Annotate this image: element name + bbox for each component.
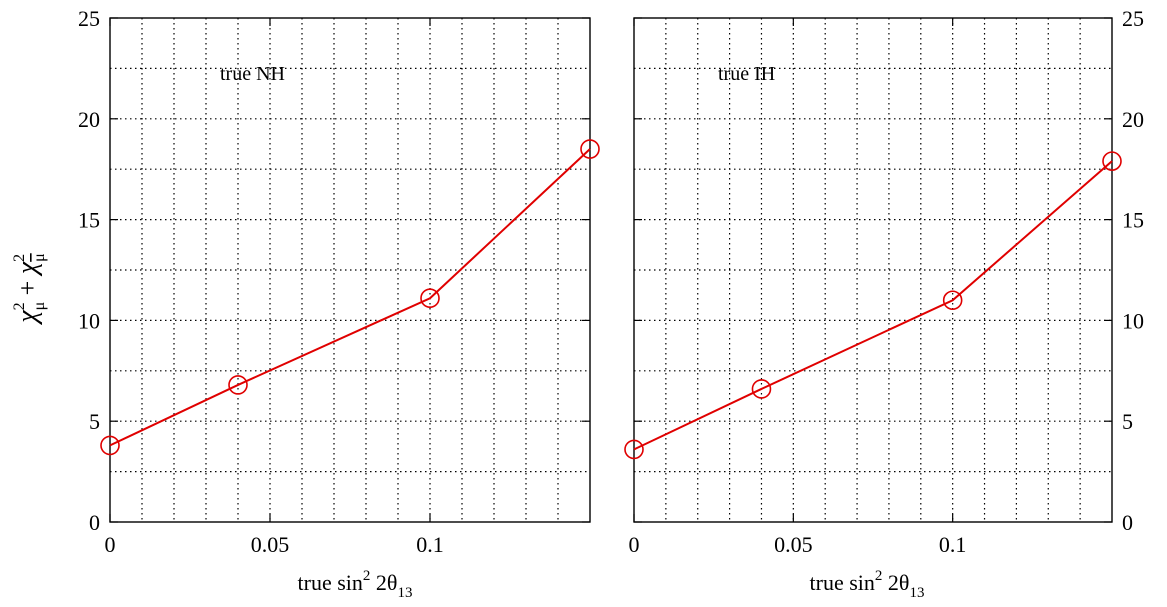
y-tick-label: 20 (1122, 107, 1144, 132)
data-point (942, 290, 963, 311)
tick-labels: 0 0.05 0.1 0 5 10 15 20 25 (78, 6, 444, 557)
plot-frame (109, 17, 591, 523)
data-point (420, 288, 440, 309)
x-axis-title: true sin2 2θ13 (298, 568, 413, 601)
y-tick-label: 25 (1122, 6, 1144, 31)
panel-label: true NH (220, 63, 285, 85)
series-layer (624, 151, 1122, 460)
series-line (633, 160, 1113, 451)
data-point (228, 375, 248, 395)
data-point (100, 435, 120, 456)
y-tick-label: 15 (78, 208, 100, 233)
y-axis-title-group: χ2 μ + χ2 μ (11, 253, 48, 325)
panel-true-ih: 0 0.05 0.1 0 5 10 15 20 25 true IH true sin2 2θ1… (624, 6, 1145, 601)
panel-true-nh: 0 0.05 0.1 0 5 10 15 20 25 true NH true sin2 2θ1… (78, 6, 600, 601)
y-tick-label: 10 (1122, 308, 1144, 333)
plot-frame (633, 17, 1113, 523)
x-tick-label: 0 (629, 532, 640, 557)
tick-labels: 0 0.05 0.1 0 5 10 15 20 25 (629, 6, 1145, 557)
y-tick-label: 5 (1122, 409, 1133, 434)
data-point (580, 139, 600, 159)
data-point (1102, 151, 1122, 171)
y-tick-label: 0 (1122, 510, 1133, 535)
y-tick-label: 5 (89, 409, 100, 434)
y-tick-label: 20 (78, 107, 100, 132)
grid-lines (110, 18, 590, 522)
y-tick-label: 15 (1122, 208, 1144, 233)
panel-label: true IH (718, 63, 775, 85)
x-tick-label: 0.1 (939, 532, 967, 557)
y-tick-label: 25 (78, 6, 100, 31)
x-tick-label: 0.1 (416, 532, 444, 557)
x-tick-label: 0.05 (774, 532, 813, 557)
x-tick-label: 0 (105, 532, 116, 557)
x-axis-title: true sin2 2θ13 (810, 568, 925, 601)
grid-lines (634, 18, 1112, 522)
axis-ticks (109, 17, 590, 523)
y-tick-label: 10 (78, 308, 100, 333)
y-tick-label: 0 (89, 510, 100, 535)
data-point (751, 379, 772, 399)
data-point (624, 439, 644, 460)
x-tick-label: 0.05 (251, 532, 290, 557)
series-layer (100, 139, 600, 456)
axis-ticks (633, 17, 1112, 523)
y-axis-title: χ2 μ + χ2 μ (11, 253, 48, 325)
series-line (109, 148, 591, 447)
